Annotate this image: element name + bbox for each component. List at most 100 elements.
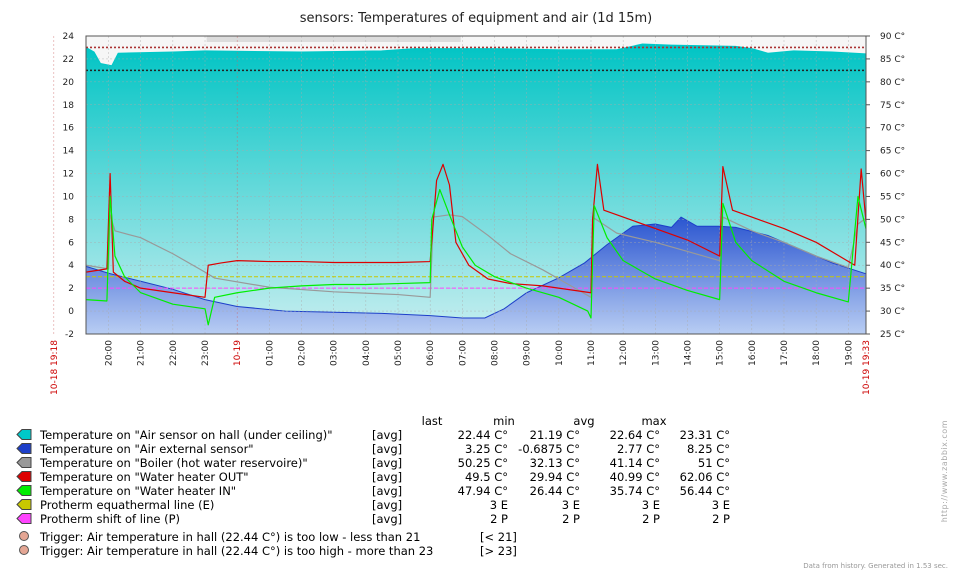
legend-avg: 2.77 C° <box>616 442 660 456</box>
left-axis-tick: 8 <box>68 215 74 225</box>
legend-last: 2 P <box>490 512 508 526</box>
legend-col-min: min <box>493 414 515 428</box>
x-axis-tick: 06:00 <box>426 340 436 366</box>
trigger-condition: [< 21] <box>480 530 517 544</box>
x-axis-tick: 22:00 <box>169 340 179 366</box>
right-axis-tick: 50 C° <box>880 215 905 225</box>
zabbix-watermark: http://www.zabbix.com <box>940 420 949 523</box>
left-axis-tick: 12 <box>63 170 74 180</box>
x-axis-tick: 15:00 <box>716 340 726 366</box>
trigger-condition: [> 23] <box>480 544 517 558</box>
legend-max: 23.31 C° <box>679 428 730 442</box>
x-axis-tick: 03:00 <box>330 340 340 366</box>
plot-frame <box>85 35 867 335</box>
right-axis-tick: 25 C° <box>880 330 905 340</box>
legend-min: -0.6875 C° <box>518 442 580 456</box>
trigger-label: Trigger: Air temperature in hall (22.44 … <box>40 544 434 558</box>
legend-min: 32.13 C° <box>529 456 580 470</box>
period-band <box>206 36 461 42</box>
trigger-label: Trigger: Air temperature in hall (22.44 … <box>40 530 421 544</box>
left-axis-tick: 22 <box>63 55 74 65</box>
legend-max: 51 C° <box>697 456 730 470</box>
x-axis-tick: 09:00 <box>523 340 533 366</box>
x-axis-tick: 14:00 <box>683 340 693 366</box>
x-axis-tick: 04:00 <box>362 340 372 366</box>
right-axis-tick: 30 C° <box>880 307 905 317</box>
legend-last: 3.25 C° <box>464 442 508 456</box>
left-axis-tick: 20 <box>63 78 75 88</box>
x-axis-tick: 16:00 <box>748 340 758 366</box>
legend-last: 50.25 C° <box>457 456 508 470</box>
legend-min: 2 P <box>562 512 580 526</box>
x-axis-tick: 21:00 <box>137 340 147 366</box>
series-line-4 <box>85 188 867 326</box>
trigger-dot-icon <box>19 545 29 555</box>
legend-max: 8.25 C° <box>686 442 730 456</box>
legend-avg: 40.99 C° <box>609 470 660 484</box>
right-axis-tick: 65 C° <box>880 147 905 157</box>
right-axis-tick: 35 C° <box>880 284 905 294</box>
left-axis-tick: 2 <box>68 284 74 294</box>
trigger-dot-icon <box>19 531 29 541</box>
legend-last: 3 E <box>489 498 508 512</box>
legend-avg: 2 P <box>642 512 660 526</box>
legend-col-avg: avg <box>573 414 595 428</box>
x-axis-tick: 18:00 <box>812 340 822 366</box>
x-axis-tick: 05:00 <box>394 340 404 366</box>
legend-max: 62.06 C° <box>679 470 730 484</box>
legend-swatch <box>16 513 32 524</box>
x-axis-tick: 20:00 <box>105 340 115 366</box>
left-axis-tick: 10 <box>63 192 75 202</box>
legend-swatch <box>16 471 32 482</box>
legend-avg: 41.14 C° <box>609 456 660 470</box>
x-axis-tick: 23:00 <box>201 340 211 366</box>
legend-swatch <box>16 485 32 496</box>
legend-fn: [avg] <box>372 498 403 512</box>
legend-swatch <box>16 429 32 440</box>
legend-col-max: max <box>641 414 667 428</box>
legend-col-last: last <box>421 414 443 428</box>
right-axis-tick: 40 C° <box>880 261 905 271</box>
series-line-3 <box>85 163 867 298</box>
left-axis-tick: -2 <box>65 330 74 340</box>
x-axis-tick: 10:00 <box>555 340 565 366</box>
legend-fn: [avg] <box>372 484 403 498</box>
right-axis-tick: 80 C° <box>880 78 905 88</box>
right-axis-tick: 70 C° <box>880 124 905 134</box>
legend-name: Temperature on "Air sensor on hall (unde… <box>40 428 333 442</box>
legend-last: 22.44 C° <box>457 428 508 442</box>
left-axis-tick: 24 <box>63 32 75 42</box>
legend-name: Protherm equathermal line (E) <box>40 498 215 512</box>
legend-swatch <box>16 499 32 510</box>
left-axis-tick: 18 <box>63 101 75 111</box>
legend-avg: 3 E <box>641 498 660 512</box>
right-axis-tick: 45 C° <box>880 238 905 248</box>
legend-max: 2 P <box>712 512 730 526</box>
x-axis-tick: 07:00 <box>458 340 468 366</box>
series-line-2 <box>85 214 867 298</box>
x-axis-tick: 17:00 <box>780 340 790 366</box>
x-axis-tick: 10-19 <box>233 340 243 366</box>
legend-name: Temperature on "Boiler (hot water reserv… <box>40 456 308 470</box>
left-axis-tick: 0 <box>68 307 74 317</box>
legend-last: 49.5 C° <box>464 470 508 484</box>
legend-fn: [avg] <box>372 512 403 526</box>
x-axis-tick: 02:00 <box>298 340 308 366</box>
x-axis-tick: 12:00 <box>619 340 629 366</box>
x-axis-tick: 13:00 <box>651 340 661 366</box>
legend-min: 26.44 C° <box>529 484 580 498</box>
legend-avg: 35.74 C° <box>609 484 660 498</box>
legend-swatch <box>16 443 32 454</box>
x-axis-tick: 08:00 <box>490 340 500 366</box>
legend-fn: [avg] <box>372 428 403 442</box>
right-axis-tick: 55 C° <box>880 192 905 202</box>
legend-fn: [avg] <box>372 442 403 456</box>
legend-name: Temperature on "Water heater IN" <box>40 484 237 498</box>
left-axis-tick: 4 <box>68 261 74 271</box>
legend-min: 29.94 C° <box>529 470 580 484</box>
chart: sensors: Temperatures of equipment and a… <box>50 11 905 395</box>
legend-name: Temperature on "Water heater OUT" <box>40 470 249 484</box>
x-axis-tick: 10-18 19:18 <box>50 340 60 395</box>
legend-min: 3 E <box>561 498 580 512</box>
right-axis-tick: 90 C° <box>880 32 905 42</box>
